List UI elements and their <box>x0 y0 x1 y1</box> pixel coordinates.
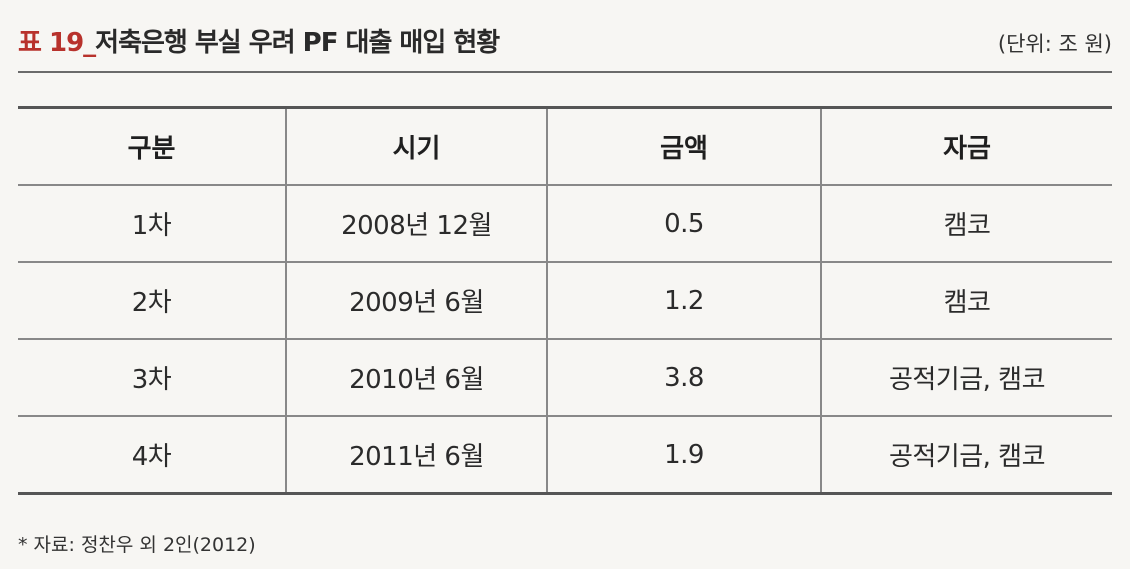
cell-fund: 공적기금, 캠코 <box>821 339 1112 417</box>
cell-fund: 공적기금, 캠코 <box>888 442 1046 472</box>
table-title-text: 저축은행 부실 우려 PF 대출 매입 현황 <box>95 28 500 58</box>
table-number: 표 19_ <box>18 28 96 58</box>
cell-period: 2009년 6월 <box>286 262 548 340</box>
cell-category: 1차 <box>18 185 287 263</box>
cell-amount: 1.2 <box>547 262 822 340</box>
cell-category: 2차 <box>18 262 287 340</box>
cell-amount: 0.5 <box>547 185 822 263</box>
cell-period: 2010년 6월 <box>286 339 548 417</box>
unit-label: (단위: 조 원) <box>997 32 1112 56</box>
table-row: 1차 2008년 12월 0.5 캠코 <box>18 185 1112 263</box>
source-note: * 자료: 정찬우 외 2인(2012) <box>18 534 256 556</box>
table-header-row: 구분 시기 금액 자금 <box>18 107 1112 186</box>
cell-category: 3차 <box>18 339 287 417</box>
table-row: 2차 2009년 6월 1.2 캠코 <box>18 262 1112 340</box>
column-header-amount: 금액 <box>547 107 822 186</box>
cell-fund: 캠코 <box>821 262 1112 340</box>
table-title: 표 19_저축은행 부실 우려 PF 대출 매입 현황 <box>18 22 500 59</box>
cell-amount: 1.9 <box>547 416 822 494</box>
table-row: 4차 2011년 6월 1.9 공적기금, 캠코 <box>18 416 1112 494</box>
cell-amount: 3.8 <box>547 339 822 417</box>
column-header-category: 구분 <box>18 107 287 186</box>
cell-category: 4차 <box>18 416 287 494</box>
cell-period: 2011년 6월 <box>286 416 548 494</box>
cell-period: 2008년 12월 <box>286 185 548 263</box>
data-table: 구분 시기 금액 자금 1차 2008년 12월 0.5 캠코 2차 2009년… <box>18 106 1112 495</box>
cell-fund: 캠코 <box>821 185 1112 263</box>
column-header-period: 시기 <box>286 107 548 186</box>
title-row: 표 19_저축은행 부실 우려 PF 대출 매입 현황 (단위: 조 원) <box>18 22 1112 62</box>
table-row: 3차 2010년 6월 3.8 공적기금, 캠코 <box>18 339 1112 417</box>
column-header-fund: 자금 <box>821 107 1112 186</box>
title-divider <box>18 71 1112 73</box>
